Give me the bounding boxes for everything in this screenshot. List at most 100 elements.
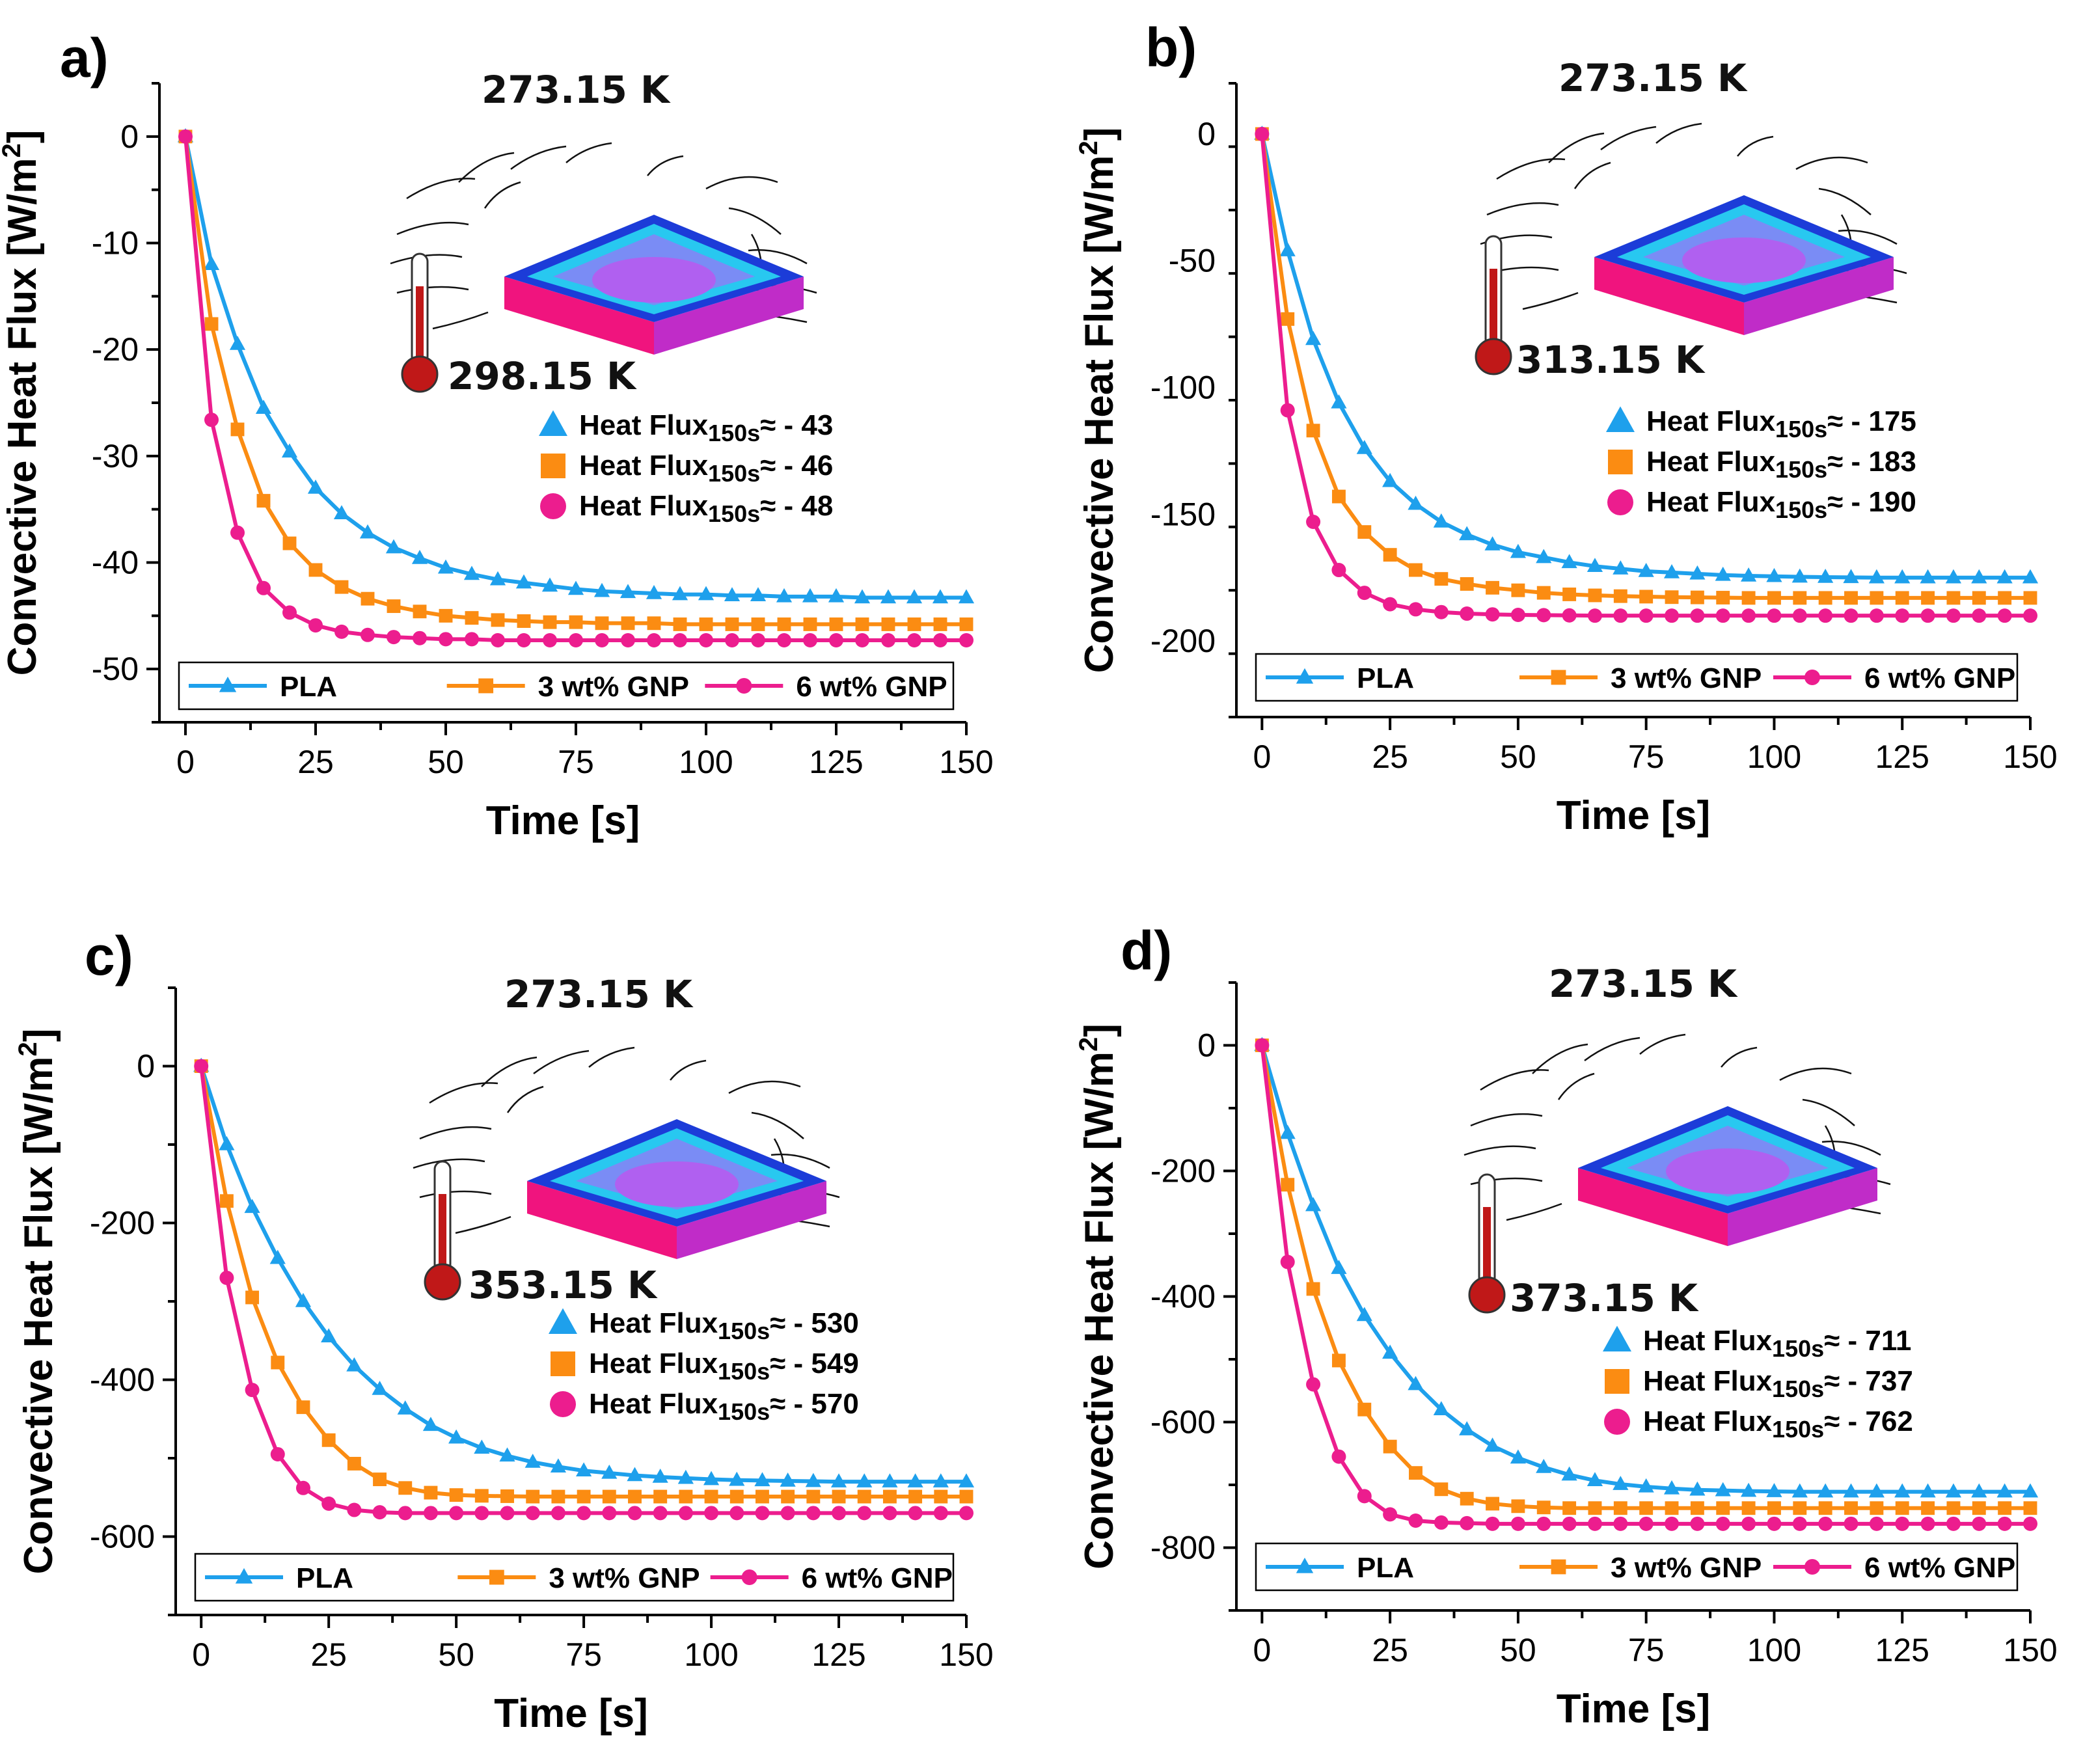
data-point (1279, 242, 1296, 256)
y-tick-label: -600 (90, 1519, 155, 1555)
thermometer-mercury (439, 1194, 446, 1275)
airflow-arrow (419, 1126, 492, 1140)
y-axis-title-main: Convective Heat Flux [W/m (16, 1057, 61, 1575)
legend-label: 3 wt% GNP (549, 1562, 700, 1594)
data-point (1740, 1482, 1757, 1497)
y-tick-label: -30 (92, 438, 139, 474)
data-point (672, 586, 688, 601)
data-point (704, 1489, 718, 1504)
data-point (524, 1454, 541, 1468)
data-point (448, 1429, 465, 1444)
data-point (1613, 1501, 1627, 1515)
data-point (517, 632, 531, 647)
data-point (593, 582, 610, 597)
data-point (806, 1489, 821, 1504)
x-tick-label: 50 (438, 1636, 474, 1673)
x-axis-title: Time [s] (494, 1691, 648, 1736)
y-axis-title-superscript: 2 (1074, 141, 1103, 155)
data-point (1870, 1501, 1884, 1515)
data-point (1434, 604, 1449, 619)
legend: PLA 3 wt% GNP 6 wt% GNP (178, 661, 955, 711)
data-point (1331, 489, 1346, 504)
thermometer-bulb (401, 355, 439, 393)
legend-marker (489, 1569, 504, 1585)
data-point (491, 632, 505, 647)
legend: PLA 3 wt% GNP 6 wt% GNP (1255, 653, 2019, 702)
heat-illustration: 273.15 K 353.15 K (413, 972, 840, 1307)
data-point (933, 1506, 948, 1521)
data-point (621, 616, 635, 631)
data-point (1588, 1501, 1602, 1515)
annotation-value: ≈ - 570 (770, 1388, 859, 1420)
data-point (673, 632, 687, 647)
data-point (1689, 565, 1706, 580)
data-point (777, 617, 791, 631)
x-tick-label: 75 (1628, 739, 1665, 775)
data-point (256, 580, 271, 595)
data-point (1434, 1515, 1449, 1530)
data-point (334, 580, 349, 594)
annotation-label: Heat Flux (589, 1307, 718, 1339)
data-point (1663, 563, 1680, 578)
heated-plate-icon (527, 1119, 826, 1259)
data-point (517, 614, 531, 628)
thermometer-mercury (1490, 269, 1497, 350)
plate-temperature-label: 373.15 K (1510, 1276, 1699, 1320)
data-point (627, 1506, 642, 1521)
annotation-marker (539, 410, 567, 436)
airflow-arrow (1584, 1037, 1641, 1062)
airflow-arrow (419, 1190, 492, 1199)
data-point (1280, 1255, 1295, 1269)
data-point (541, 577, 558, 592)
plate-front-face (504, 277, 654, 355)
annotation-label: Heat Flux (1646, 486, 1776, 518)
data-point (526, 1489, 540, 1504)
data-point (1536, 1459, 1552, 1473)
data-point (1408, 602, 1423, 617)
data-point (1894, 569, 1911, 584)
data-point (754, 1472, 770, 1487)
data-point (652, 1468, 668, 1483)
data-point (203, 256, 220, 271)
x-tick-label: 150 (939, 1636, 993, 1673)
data-point (1870, 591, 1884, 605)
data-point (881, 632, 895, 647)
data-point (1586, 1472, 1603, 1487)
legend-label: 3 wt% GNP (1611, 662, 1762, 694)
data-point (1281, 312, 1295, 326)
x-tick-label: 25 (297, 744, 334, 780)
annotation-subscript: 150s (708, 460, 760, 487)
data-point (1587, 608, 1602, 623)
data-point (678, 1506, 693, 1521)
data-point (1972, 591, 1986, 605)
data-point (1356, 440, 1372, 454)
annotation-marker (1603, 1325, 1631, 1351)
data-point (908, 1506, 923, 1521)
data-point (1868, 1483, 1885, 1498)
data-point (204, 317, 219, 331)
legend-label: 6 wt% GNP (1864, 1552, 2015, 1584)
data-point (439, 608, 453, 623)
airflow-arrow (396, 286, 469, 294)
data-point (1997, 1516, 2012, 1531)
data-point (372, 1505, 387, 1520)
annotation-text: Heat Flux150s≈ - 570 (589, 1388, 859, 1425)
data-point (1844, 1501, 1858, 1515)
data-point (1613, 1476, 1629, 1490)
data-point (1460, 1491, 1474, 1506)
data-point (1998, 1501, 2012, 1515)
legend-label: 3 wt% GNP (1611, 1552, 1762, 1584)
data-point (500, 1489, 514, 1503)
data-point (780, 1472, 796, 1487)
airflow-arrow (413, 1158, 485, 1169)
series-pla (1254, 125, 2039, 584)
data-point (1433, 513, 1449, 528)
data-point (882, 1506, 897, 1521)
data-point (1485, 607, 1500, 622)
data-point (1383, 1507, 1398, 1522)
y-tick-label: 0 (1197, 1027, 1216, 1064)
data-point (1639, 1501, 1654, 1515)
data-point (1740, 567, 1757, 582)
annotation-marker (549, 1308, 577, 1334)
